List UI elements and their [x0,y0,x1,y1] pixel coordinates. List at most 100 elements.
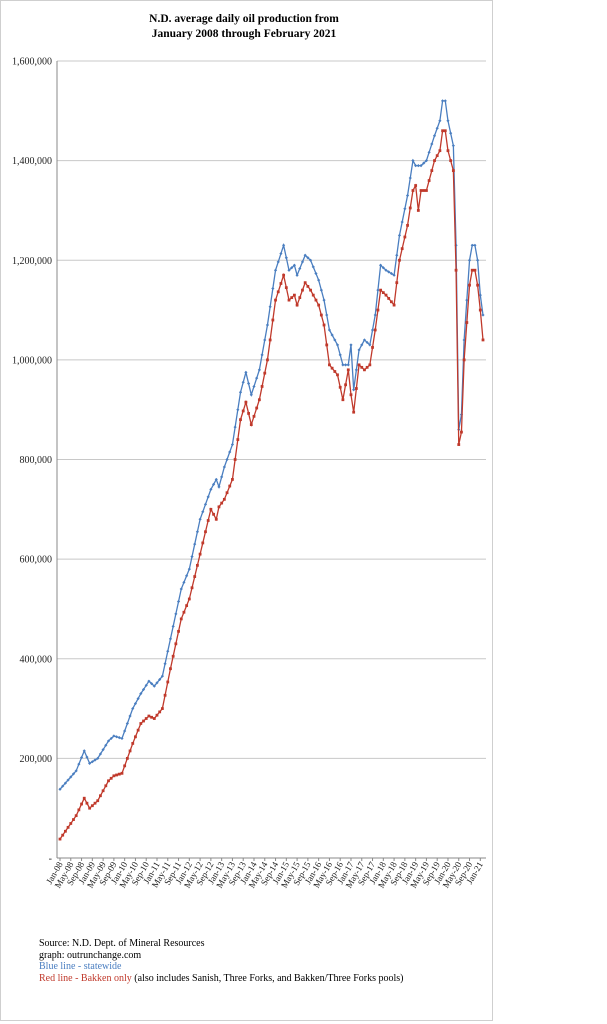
bakken-point [96,799,100,803]
statewide-point [327,328,332,332]
statewide-point [303,253,307,257]
bakken-point [438,149,442,153]
statewide-point [381,266,385,270]
bakken-point [451,169,455,172]
statewide-point [416,164,420,168]
bakken-point [368,363,372,367]
statewide-point [395,253,399,257]
bakken-point [365,365,369,369]
bakken-point [427,179,431,182]
statewide-point [217,485,221,489]
bakken-point [117,772,121,776]
statewide-point [69,775,73,779]
bakken-point [214,517,218,521]
statewide-point [120,736,124,741]
bakken-point [85,801,89,805]
bakken-point [344,383,347,387]
statewide-point [246,381,251,386]
statewide-point [284,256,288,260]
statewide-point [182,580,186,584]
bakken-point [274,298,277,302]
statewide-point [314,271,318,276]
bakken-point [457,443,461,446]
statewide-point [430,142,434,146]
statewide-series [58,99,485,791]
bakken-point [298,296,302,300]
bakken-point [443,129,447,133]
statewide-point [61,784,65,788]
statewide-point [193,542,197,546]
statewide-point [101,748,105,752]
statewide-point [306,256,310,260]
statewide-point [147,679,151,683]
bakken-point [411,189,415,192]
statewide-point [473,243,477,247]
bakken-point [115,773,118,777]
bakken-point [155,713,159,717]
bakken-point [255,406,259,410]
statewide-point [252,384,256,389]
bakken-point [228,484,232,488]
statewide-point [271,286,275,291]
statewide-point [244,370,248,374]
bakken-point [303,281,307,285]
statewide-point [373,313,377,317]
statewide-point [419,164,423,168]
bakken-point [80,802,83,806]
bakken-point [314,298,318,302]
bakken-point [373,328,377,332]
statewide-point [104,743,108,747]
statewide-point [362,338,367,342]
bakken-point [142,719,145,723]
bakken-point [131,742,135,745]
bakken-point [322,323,326,327]
oil-production-line-chart: N.D. average daily oil production from J… [12,13,486,890]
statewide-point [432,134,437,138]
statewide-point [106,739,111,743]
chart-title-line-2: January 2008 through February 2021 [152,28,337,40]
bakken-point [109,776,113,780]
statewide-point [352,388,356,392]
red-line-legend: Red line - Bakken only [39,972,132,984]
bakken-point [354,387,358,390]
statewide-point [449,131,453,135]
bakken-point [166,680,170,684]
statewide-point [85,755,89,759]
statewide-point [451,144,455,148]
statewide-point [265,323,270,327]
statewide-point [222,465,226,469]
statewide-point [214,477,218,482]
statewide-point [300,260,305,264]
statewide-point [163,662,167,666]
bakken-point [150,715,154,719]
statewide-point [114,735,119,739]
bakken-point [330,366,334,370]
statewide-point [74,769,78,773]
bakken-point [123,764,127,768]
statewide-point [368,343,372,347]
bakken-point [470,268,474,272]
bakken-point [74,814,78,818]
statewide-point [77,762,81,766]
statewide-point [287,268,291,272]
statewide-point [203,502,208,506]
statewide-point [403,207,407,211]
bakken-point [346,368,350,372]
statewide-point [330,333,334,337]
y-tick-label: 600,000 [20,555,53,566]
bakken-point [333,370,337,373]
statewide-point [179,587,183,591]
bakken-point [338,385,342,389]
statewide-point [384,268,388,272]
bakken-point [268,338,272,342]
statewide-point [411,159,415,163]
statewide-point [476,258,480,262]
statewide-point [424,159,429,163]
statewide-point [90,760,94,764]
bakken-point [360,365,364,369]
bakken-point [481,338,485,342]
statewide-point [370,328,375,332]
statewide-point [79,755,84,760]
statewide-point [365,340,369,345]
bakken-point [69,822,73,825]
